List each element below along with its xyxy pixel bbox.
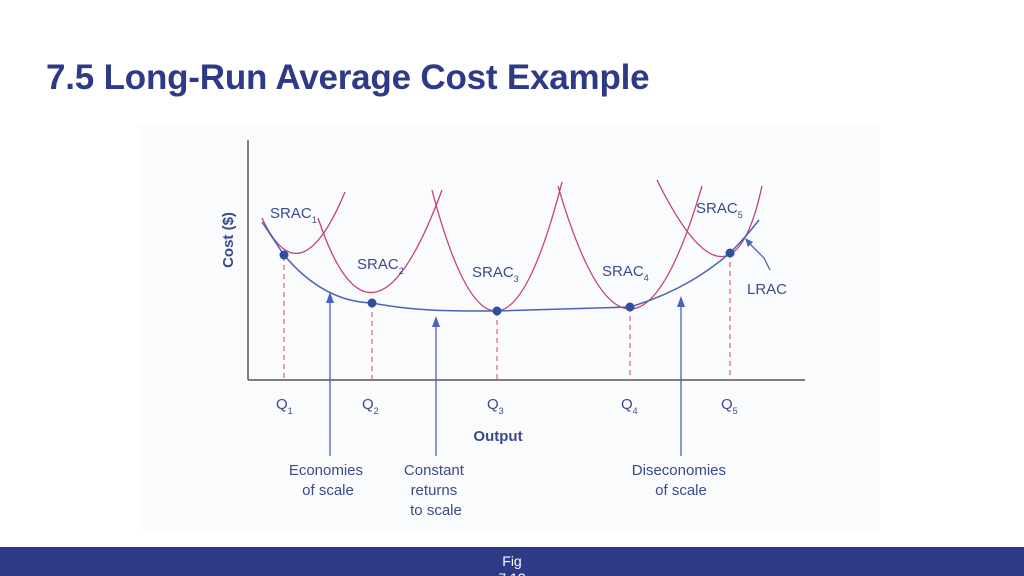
srac5-label: SRAC5 [696, 200, 743, 220]
tangency-point-4 [625, 302, 635, 312]
tangency-point-3 [492, 306, 502, 316]
constant-arrowhead [432, 316, 440, 327]
srac3-label: SRAC3 [472, 264, 519, 284]
diseconomies-of-scale-annotation: Diseconomies of scale [632, 462, 730, 499]
q4-label: Q4 [621, 396, 638, 416]
figure-reference: Fig 7.12 [498, 553, 525, 576]
q2-label: Q2 [362, 396, 379, 416]
slide-title: 7.5 Long-Run Average Cost Example [46, 58, 650, 97]
q1-label: Q1 [276, 396, 293, 416]
quantity-labels: Q1 Q2 Q3 Q4 Q5 [276, 396, 738, 416]
y-axis-label: Cost ($) [220, 212, 237, 268]
srac-labels: SRAC1 SRAC2 SRAC3 SRAC4 SRAC5 [270, 200, 743, 284]
figure-background [140, 125, 880, 530]
q3-label: Q3 [487, 396, 504, 416]
tangency-point-1 [279, 250, 289, 260]
tangency-point-5 [725, 248, 735, 258]
srac4-label: SRAC4 [602, 263, 649, 283]
lrac-pointer [746, 240, 771, 271]
quantity-guides [283, 253, 731, 380]
tangency-points [279, 248, 735, 316]
srac2-curve [317, 189, 443, 294]
diseconomies-arrowhead [677, 296, 685, 307]
srac1-label: SRAC1 [270, 205, 317, 225]
economies-arrowhead [326, 292, 334, 303]
lrac-figure: Cost ($) SRAC1 SRAC2 SRAC3 SRAC4 SRAC5 L… [140, 125, 880, 530]
x-axis-label: Output [473, 428, 522, 445]
annotations: Economies of scale Constant returns to s… [289, 462, 730, 519]
lrac-pointer-arrowhead [745, 238, 753, 247]
srac5-curve [656, 179, 763, 258]
constant-returns-annotation: Constant returns to scale [404, 462, 468, 519]
tangency-point-2 [367, 298, 377, 308]
q5-label: Q5 [721, 396, 738, 416]
annotation-arrows [326, 292, 685, 456]
economies-of-scale-annotation: Economies of scale [289, 462, 367, 499]
lrac-label: LRAC [747, 281, 787, 298]
srac2-label: SRAC2 [357, 256, 404, 276]
footer-bar: Fig 7.12 [0, 547, 1024, 576]
